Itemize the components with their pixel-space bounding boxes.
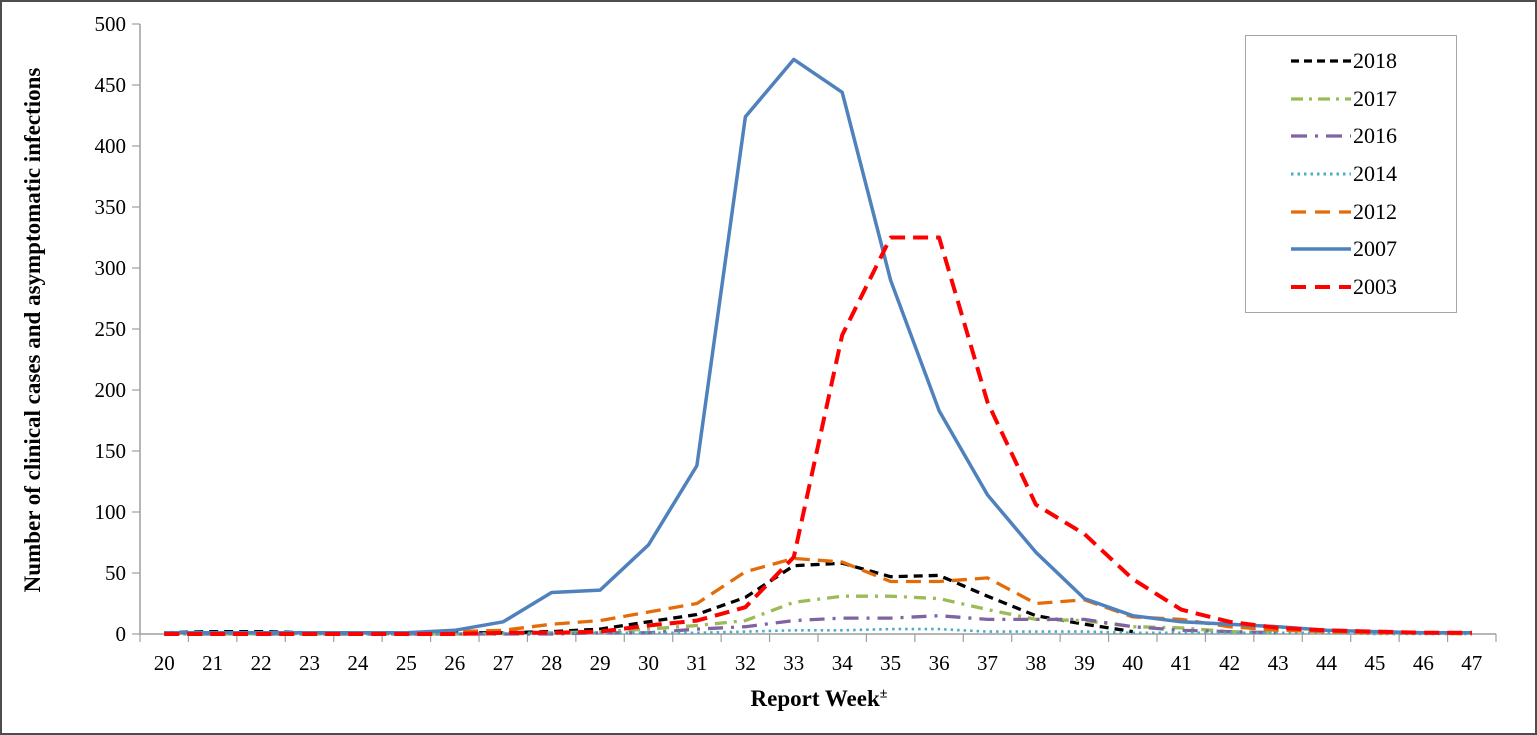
legend-item-label: 2007: [1353, 236, 1397, 262]
y-tick-label: 500: [95, 12, 127, 36]
legend-item-2007: 2007: [1290, 238, 1456, 260]
x-tick-label: 36: [929, 651, 950, 675]
series-line-2012: [164, 556, 1472, 636]
x-tick-label: 44: [1316, 651, 1338, 675]
legend-line-sample: [1291, 59, 1351, 63]
legend-item-2016: 2016: [1290, 125, 1456, 147]
x-tick-label: 42: [1219, 651, 1240, 675]
y-tick-label: 200: [95, 378, 127, 402]
legend-item-2012: 2012: [1290, 198, 1456, 224]
x-tick-label: 45: [1364, 651, 1385, 675]
x-tick-label: 23: [299, 651, 320, 675]
legend-item-label: 2014: [1353, 160, 1397, 186]
legend-item-label: 2017: [1353, 85, 1397, 111]
legend-item-label: 2012: [1353, 198, 1397, 224]
legend-item-label: 2003: [1353, 274, 1397, 300]
x-tick-label: 35: [880, 651, 901, 675]
x-tick-label: 38: [1025, 651, 1046, 675]
x-tick-label: 20: [154, 651, 175, 675]
x-tick-label: 28: [541, 651, 562, 675]
legend-line-sample: [1291, 247, 1351, 252]
y-tick-label: 300: [95, 256, 127, 280]
legend-line-sample: [1291, 210, 1351, 214]
legend-line-sample: [1291, 96, 1351, 101]
y-tick-label: 150: [95, 439, 127, 463]
x-axis-title-text: Report Week: [750, 686, 880, 711]
x-tick-label: 46: [1413, 651, 1434, 675]
x-tick-label: 24: [347, 651, 369, 675]
x-tick-label: 22: [251, 651, 272, 675]
x-tick-label: 25: [396, 651, 417, 675]
legend-item-2018: 2018: [1290, 47, 1456, 73]
x-tick-label: 27: [493, 651, 514, 675]
series-line-2003: [164, 235, 1472, 636]
legend-item-2003: 2003: [1290, 276, 1456, 298]
y-tick-label: 100: [95, 500, 127, 524]
x-tick-label: 39: [1074, 651, 1095, 675]
legend-line-sample: [1291, 134, 1351, 138]
legend: 2018 2017 2016 2014 2012 2007 2003: [1245, 35, 1457, 313]
x-tick-label: 37: [977, 651, 998, 675]
y-tick-label: 350: [95, 195, 127, 219]
x-tick-label: 32: [735, 651, 756, 675]
y-axis-title: Number of clinical cases and asymptomati…: [20, 67, 45, 593]
x-tick-label: 47: [1461, 651, 1482, 675]
x-tick-label: 43: [1268, 651, 1289, 675]
x-axis-title-superscript: ±: [879, 686, 888, 702]
x-axis-title: Report Week±: [619, 686, 1019, 712]
x-tick-label: 41: [1171, 651, 1192, 675]
x-tick-label: 30: [638, 651, 659, 675]
legend-item-2014: 2014: [1290, 160, 1456, 186]
legend-line-sample: [1291, 172, 1351, 176]
x-tick-label: 40: [1122, 651, 1143, 675]
legend-line-sample: [1291, 285, 1351, 290]
series-line-2018: [164, 561, 1134, 635]
y-tick-label: 450: [95, 73, 127, 97]
legend-item-label: 2016: [1353, 123, 1397, 149]
legend-item-label: 2018: [1353, 47, 1397, 73]
x-tick-label: 21: [202, 651, 223, 675]
x-tick-label: 34: [832, 651, 854, 675]
legend-item-2017: 2017: [1290, 85, 1456, 111]
y-tick-label: 0: [116, 622, 127, 646]
y-tick-label: 400: [95, 134, 127, 158]
series-line-2016: [164, 614, 1279, 636]
x-tick-label: 33: [783, 651, 804, 675]
x-tick-label: 29: [590, 651, 611, 675]
y-tick-label: 250: [95, 317, 127, 341]
x-tick-label: 26: [444, 651, 465, 675]
x-tick-label: 31: [686, 651, 707, 675]
y-tick-label: 50: [105, 561, 126, 585]
